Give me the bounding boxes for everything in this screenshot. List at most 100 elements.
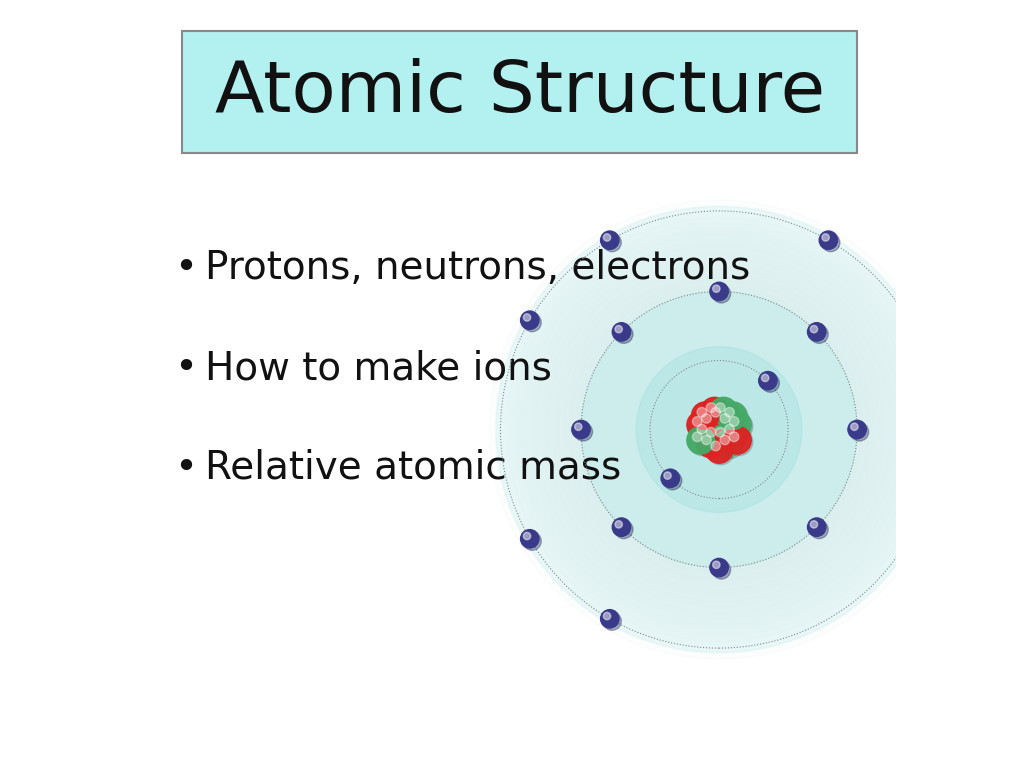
Circle shape (614, 325, 633, 344)
Circle shape (575, 286, 862, 573)
Circle shape (761, 374, 779, 392)
Circle shape (693, 403, 721, 431)
Circle shape (697, 424, 707, 434)
Circle shape (496, 206, 942, 653)
Circle shape (523, 313, 542, 331)
Circle shape (679, 390, 759, 469)
Circle shape (574, 423, 593, 441)
Circle shape (615, 326, 822, 533)
Circle shape (716, 403, 725, 413)
Circle shape (707, 403, 734, 431)
Circle shape (664, 472, 671, 479)
Circle shape (523, 532, 542, 551)
Circle shape (725, 428, 753, 456)
Circle shape (708, 418, 730, 441)
Circle shape (558, 269, 880, 590)
Circle shape (612, 518, 631, 536)
Circle shape (710, 397, 737, 425)
Circle shape (902, 314, 909, 321)
Circle shape (603, 612, 622, 630)
Circle shape (581, 291, 857, 568)
Circle shape (601, 231, 618, 249)
Circle shape (615, 325, 623, 333)
Circle shape (701, 413, 712, 423)
Circle shape (899, 311, 918, 330)
Circle shape (696, 430, 724, 457)
Circle shape (650, 360, 787, 499)
Circle shape (692, 416, 702, 426)
Circle shape (700, 397, 728, 425)
Circle shape (574, 423, 582, 430)
Circle shape (691, 402, 719, 430)
Circle shape (714, 424, 725, 435)
Text: •: • (174, 449, 198, 487)
Circle shape (599, 309, 840, 550)
Circle shape (685, 395, 754, 464)
Circle shape (693, 420, 721, 448)
Circle shape (692, 432, 702, 442)
Circle shape (553, 263, 886, 596)
Circle shape (822, 234, 829, 241)
Circle shape (593, 303, 846, 556)
Circle shape (715, 408, 742, 436)
Circle shape (707, 403, 716, 413)
Circle shape (664, 472, 682, 490)
Circle shape (582, 291, 857, 568)
Text: Atomic Structure: Atomic Structure (215, 58, 824, 127)
Circle shape (702, 423, 730, 451)
Circle shape (523, 314, 530, 321)
Text: •: • (174, 349, 198, 387)
Circle shape (633, 344, 805, 515)
Circle shape (520, 529, 539, 548)
Circle shape (901, 313, 920, 331)
Text: •: • (174, 249, 198, 288)
Circle shape (729, 416, 739, 426)
Circle shape (719, 419, 746, 446)
Circle shape (710, 422, 737, 449)
Circle shape (851, 423, 858, 430)
Circle shape (547, 258, 891, 601)
Circle shape (496, 206, 943, 653)
Circle shape (697, 431, 725, 459)
Circle shape (507, 217, 932, 642)
Circle shape (603, 233, 622, 252)
Circle shape (713, 285, 720, 292)
Circle shape (902, 532, 909, 540)
Circle shape (673, 384, 765, 476)
Circle shape (697, 410, 725, 437)
Circle shape (529, 240, 908, 619)
Circle shape (712, 399, 739, 426)
Circle shape (614, 520, 633, 538)
FancyBboxPatch shape (182, 31, 857, 153)
Circle shape (720, 435, 730, 445)
Circle shape (706, 402, 733, 430)
Circle shape (612, 323, 631, 341)
Circle shape (729, 432, 739, 442)
Circle shape (707, 427, 716, 437)
Circle shape (724, 411, 752, 439)
Circle shape (489, 200, 948, 659)
Circle shape (710, 282, 728, 301)
Circle shape (520, 311, 539, 330)
Circle shape (719, 402, 746, 430)
Text: Protons, neutrons, electrons: Protons, neutrons, electrons (205, 249, 751, 288)
Circle shape (523, 532, 530, 540)
Circle shape (636, 347, 802, 512)
Circle shape (690, 401, 748, 458)
Circle shape (901, 532, 920, 551)
Circle shape (810, 520, 828, 538)
Circle shape (850, 423, 868, 441)
Circle shape (725, 424, 734, 434)
Circle shape (697, 407, 707, 417)
Circle shape (696, 407, 742, 453)
Circle shape (644, 355, 794, 504)
Circle shape (810, 325, 817, 333)
Circle shape (762, 374, 769, 382)
Circle shape (639, 349, 800, 510)
Circle shape (725, 407, 734, 417)
Circle shape (513, 223, 926, 636)
Circle shape (721, 420, 749, 448)
Circle shape (711, 407, 721, 417)
Circle shape (604, 314, 834, 545)
Circle shape (570, 280, 868, 579)
